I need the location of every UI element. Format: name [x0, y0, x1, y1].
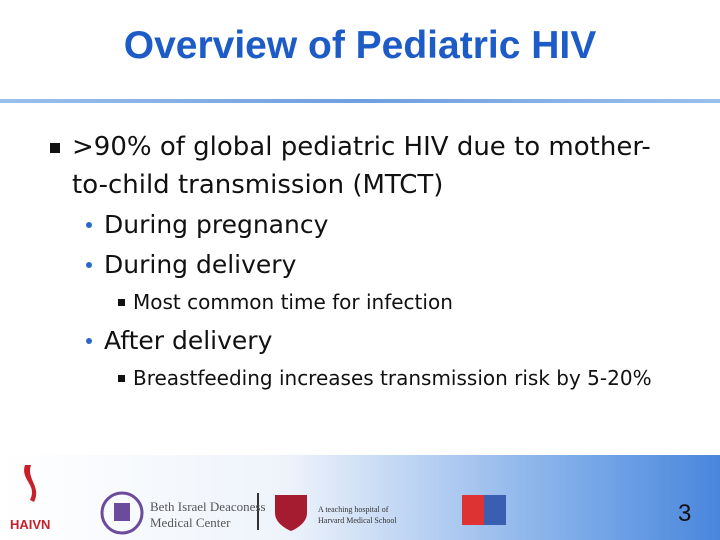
bullet-text: Breastfeeding increases transmission ris… [133, 366, 652, 390]
bullet-marker [86, 222, 92, 228]
bullet-text: After delivery [104, 326, 273, 355]
bullet-text: Most common time for infection [133, 290, 453, 314]
bullet-text: >90% of global pediatric HIV due to moth… [72, 132, 651, 200]
logo-text: Medical Center [150, 515, 231, 530]
logo-text: HAIVN [10, 517, 51, 532]
bullet-marker [50, 143, 60, 153]
slide-number: 3 [678, 500, 692, 527]
footer-logos [24, 465, 506, 535]
bullet-marker [86, 338, 92, 344]
bullet-text: During pregnancy [104, 210, 329, 239]
bullet-marker [118, 375, 125, 382]
bullet-marker [118, 299, 125, 306]
slide-title: Overview of Pediatric HIV [123, 24, 597, 67]
title-rule [0, 99, 720, 103]
footer: HAIVN Beth Israel Deaconess Medical Cent… [0, 455, 720, 540]
bullet-text: During delivery [104, 250, 297, 279]
logo-text: Beth Israel Deaconess [150, 499, 266, 514]
bullet-marker [86, 262, 92, 268]
logo-text: Harvard Medical School [318, 516, 397, 525]
logo-text: A teaching hospital of [318, 505, 389, 514]
